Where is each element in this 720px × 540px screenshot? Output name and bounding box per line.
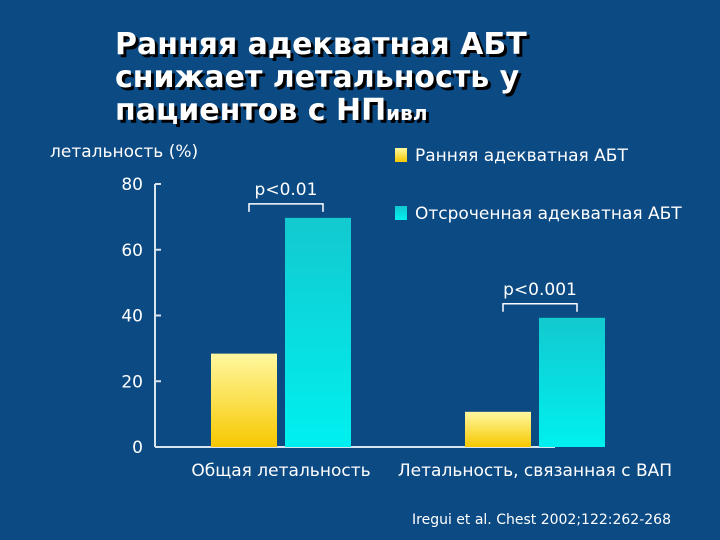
bar-early-1 bbox=[465, 411, 531, 447]
legend-label-early: Ранняя адекватная АБТ bbox=[415, 146, 628, 166]
y-tick-label: 40 bbox=[121, 307, 143, 327]
legend-swatch-delayed bbox=[395, 206, 407, 220]
slide-title-subscript: ивл bbox=[386, 101, 428, 125]
significance-label: p<0.01 bbox=[255, 180, 318, 200]
slide-title-main: Ранняя адекватная АБТ снижает летальност… bbox=[115, 27, 527, 128]
bar-delayed-1 bbox=[539, 317, 605, 447]
chart-legend: Ранняя адекватная АБТ Отсроченная адеква… bbox=[395, 146, 720, 262]
significance-label: p<0.001 bbox=[503, 280, 577, 300]
citation: Iregui et al. Chest 2002;122:262-268 bbox=[412, 512, 671, 528]
legend-item-early: Ранняя адекватная АБТ bbox=[395, 146, 720, 172]
significance-bracket bbox=[248, 203, 324, 212]
x-category-label: Летальность, связанная с ВАП bbox=[398, 461, 672, 481]
y-tick-label: 80 bbox=[121, 175, 143, 195]
bar-early-0 bbox=[211, 353, 277, 447]
legend-swatch-early bbox=[395, 148, 407, 162]
y-tick-label: 20 bbox=[121, 372, 143, 392]
x-category-label: Общая летальность bbox=[191, 461, 370, 481]
legend-label-delayed: Отсроченная адекватная АБТ bbox=[415, 204, 682, 224]
y-tick-label: 0 bbox=[132, 438, 143, 458]
significance-bracket bbox=[502, 303, 578, 312]
legend-item-delayed: Отсроченная адекватная АБТ bbox=[395, 204, 720, 230]
y-tick-label: 60 bbox=[121, 241, 143, 261]
slide-title: Ранняя адекватная АБТ снижает летальност… bbox=[115, 28, 675, 130]
y-axis-label: летальность (%) bbox=[50, 142, 199, 162]
bar-delayed-0 bbox=[285, 217, 351, 447]
